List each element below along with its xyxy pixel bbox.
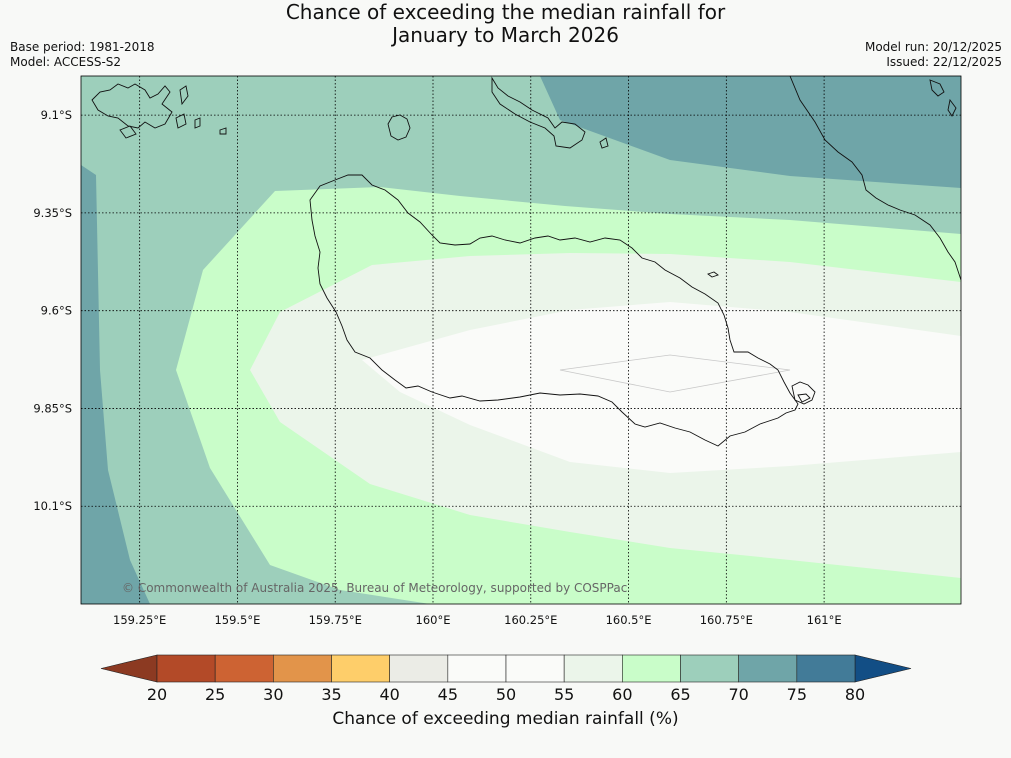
model-run: Model run: 20/12/2025 (864, 40, 1002, 54)
colorbar-swatches (156, 654, 856, 683)
gridlines (81, 76, 961, 604)
colorbar-swatch (447, 654, 507, 683)
lat-tick-label: 9.6°S (41, 304, 72, 318)
colorbar-swatch (156, 654, 216, 683)
lon-tick-label: 160°E (416, 613, 451, 627)
colorbar-tick-label: 45 (438, 685, 458, 704)
colorbar-over-arrow (854, 654, 912, 683)
colorbar-tick-label: 65 (670, 685, 690, 704)
meta-right: Model run: 20/12/2025 Issued: 22/12/2025 (865, 40, 1002, 70)
lat-tick-label: 9.35°S (33, 206, 72, 220)
colorbar-tick-label: 50 (496, 685, 516, 704)
map-panel (81, 76, 961, 604)
lat-tick-label: 9.85°S (33, 401, 72, 415)
colorbar-tick-label: 30 (263, 685, 283, 704)
russell-islands (91, 83, 227, 139)
lon-tick-label: 159.75°E (309, 613, 362, 627)
colorbar-tick-label: 75 (787, 685, 807, 704)
lon-tick-label: 160.25°E (504, 613, 557, 627)
map-title-line1: Chance of exceeding the median rainfall … (285, 0, 726, 24)
colorbar-tick-label: 70 (728, 685, 748, 704)
lon-tick-label: 160.75°E (700, 613, 753, 627)
lon-tick-label: 159.5°E (214, 613, 260, 627)
colorbar-tick-label: 60 (612, 685, 632, 704)
colorbar-tick-label: 55 (554, 685, 574, 704)
colorbar-tick-label: 80 (845, 685, 865, 704)
colorbar-swatch (622, 654, 681, 683)
lon-tick-labels: 159.25°E 159.5°E 159.75°E 160°E 160.25°E 160.… (113, 613, 842, 627)
malaita-coastline (789, 76, 961, 281)
issued-date: Issued: 22/12/2025 (886, 55, 1002, 69)
lat-tick-label: 10.1°S (33, 499, 72, 513)
copyright-text: © Commonwealth of Australia 2025, Bureau… (122, 581, 627, 595)
colorbar-tick-label: 40 (379, 685, 399, 704)
colorbar-swatch (389, 654, 449, 683)
map-title-line2: January to March 2026 (392, 23, 619, 47)
colorbar-tick-label: 25 (205, 685, 225, 704)
colorbar-swatch (331, 654, 390, 683)
colorbar-swatch (738, 654, 798, 683)
colorbar-tick-label: 35 (321, 685, 341, 704)
base-period: Base period: 1981-2018 (10, 40, 155, 54)
colorbar-swatch (214, 654, 274, 683)
savo-island (387, 114, 411, 141)
colorbar-swatch (680, 654, 739, 683)
meta-left: Base period: 1981-2018 Model: ACCESS-S2 (10, 40, 155, 70)
colorbar-swatch (563, 654, 623, 683)
colorbar-swatch (796, 654, 856, 683)
model-name: Model: ACCESS-S2 (10, 55, 122, 69)
marau-islets (791, 381, 816, 405)
nggela-islands (491, 76, 957, 149)
colorbar-tick-label: 20 (147, 685, 167, 704)
small-islet (707, 271, 719, 278)
map-frame (80, 75, 962, 605)
colorbar-under-arrow (100, 654, 158, 683)
lon-tick-label: 161°E (807, 613, 842, 627)
colorbar-swatch (273, 654, 332, 683)
lat-tick-label: 9.1°S (41, 108, 72, 122)
colorbar-label: Chance of exceeding median rainfall (%) (332, 709, 679, 729)
colorbar-ticks: 20 25 30 35 40 45 50 55 60 65 70 75 80 (147, 685, 865, 704)
colorbar: 20 25 30 35 40 45 50 55 60 65 70 75 80 (100, 654, 912, 704)
band-50-55 (362, 302, 961, 473)
colorbar-swatch (505, 654, 565, 683)
guadalcanal-coastline (309, 174, 799, 447)
lat-tick-labels: 9.1°S 9.35°S 9.6°S 9.85°S 10.1°S (33, 108, 72, 513)
lon-tick-label: 159.25°E (113, 613, 166, 627)
lon-tick-label: 160.5°E (606, 613, 652, 627)
inner-contour (559, 354, 791, 393)
